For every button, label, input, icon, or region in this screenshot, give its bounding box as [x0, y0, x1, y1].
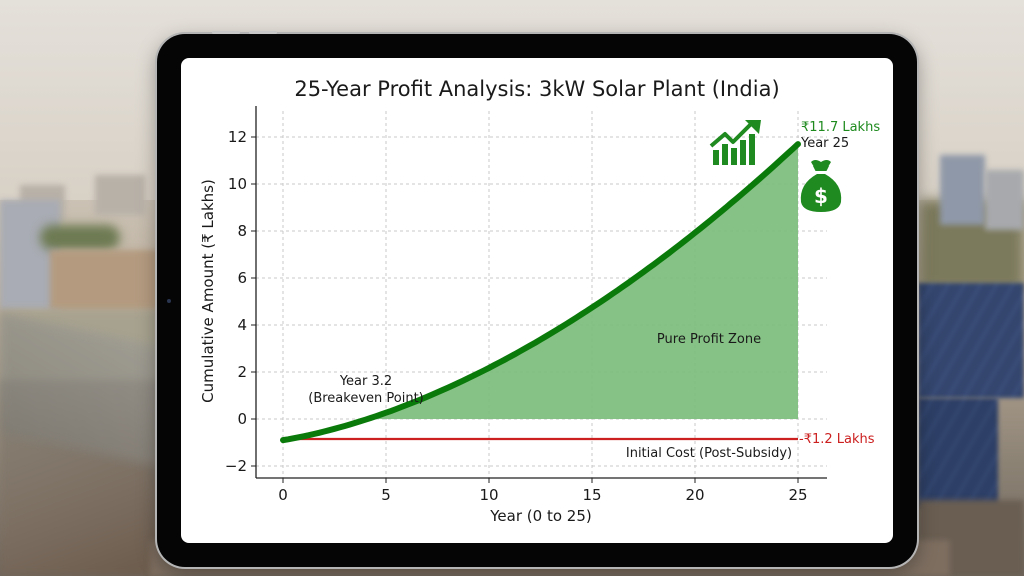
- y-tick-label: 6: [237, 269, 247, 287]
- breakeven-annotation-line2: (Breakeven Point): [308, 391, 424, 406]
- tablet-volume-button: [249, 31, 277, 34]
- y-tick-label: 10: [228, 175, 247, 193]
- final-year-label: Year 25: [800, 136, 849, 151]
- profit-zone-label: Pure Profit Zone: [657, 332, 761, 347]
- cumulative-profit-line: [280, 141, 801, 444]
- y-tick-label: 2: [237, 363, 247, 381]
- svg-text:$: $: [814, 184, 828, 208]
- axis-ticks: 0 5 10 15 20 25 −2 0 2 4 6 8 10 12: [225, 128, 808, 504]
- tablet-device: 25-Year Profit Analysis: 3kW Solar Plant…: [157, 31, 917, 567]
- chart-plot: 0 5 10 15 20 25 −2 0 2 4 6 8 10 12 Cumulative Amount …: [199, 106, 880, 525]
- background-building: [940, 155, 985, 225]
- background-building: [985, 170, 1024, 230]
- y-tick-label: −2: [225, 457, 247, 475]
- profit-zone-fill: [370, 144, 798, 419]
- background-building: [95, 175, 145, 215]
- background-solar-panel: [918, 398, 998, 508]
- growth-chart-icon: [709, 120, 761, 165]
- background-solar-panel: [918, 283, 1024, 398]
- money-bag-icon: $: [800, 160, 842, 212]
- x-tick-label: 0: [278, 486, 288, 504]
- x-tick-label: 10: [479, 486, 498, 504]
- x-tick-label: 20: [685, 486, 704, 504]
- y-axis-label: Cumulative Amount (₹ Lakhs): [199, 179, 217, 403]
- x-tick-label: 25: [788, 486, 807, 504]
- final-value-label: ₹11.7 Lakhs: [801, 120, 880, 135]
- x-tick-label: 5: [381, 486, 391, 504]
- x-axis-label: Year (0 to 25): [489, 507, 591, 525]
- initial-cost-label: Initial Cost (Post-Subsidy): [626, 446, 792, 461]
- y-tick-label: 0: [237, 410, 247, 428]
- chart-title: 25-Year Profit Analysis: 3kW Solar Plant…: [294, 77, 780, 101]
- tablet-volume-button: [212, 31, 240, 34]
- background-trees: [40, 225, 120, 250]
- tablet-screen: 25-Year Profit Analysis: 3kW Solar Plant…: [181, 58, 893, 543]
- y-tick-label: 8: [237, 222, 247, 240]
- front-camera: [167, 299, 171, 303]
- x-tick-label: 15: [582, 486, 601, 504]
- axes: [255, 106, 827, 479]
- background-house: [50, 250, 160, 310]
- initial-cost-value-label: -₹1.2 Lakhs: [799, 432, 875, 447]
- breakeven-annotation-line1: Year 3.2: [339, 374, 392, 389]
- y-tick-label: 12: [228, 128, 247, 146]
- y-tick-label: 4: [237, 316, 247, 334]
